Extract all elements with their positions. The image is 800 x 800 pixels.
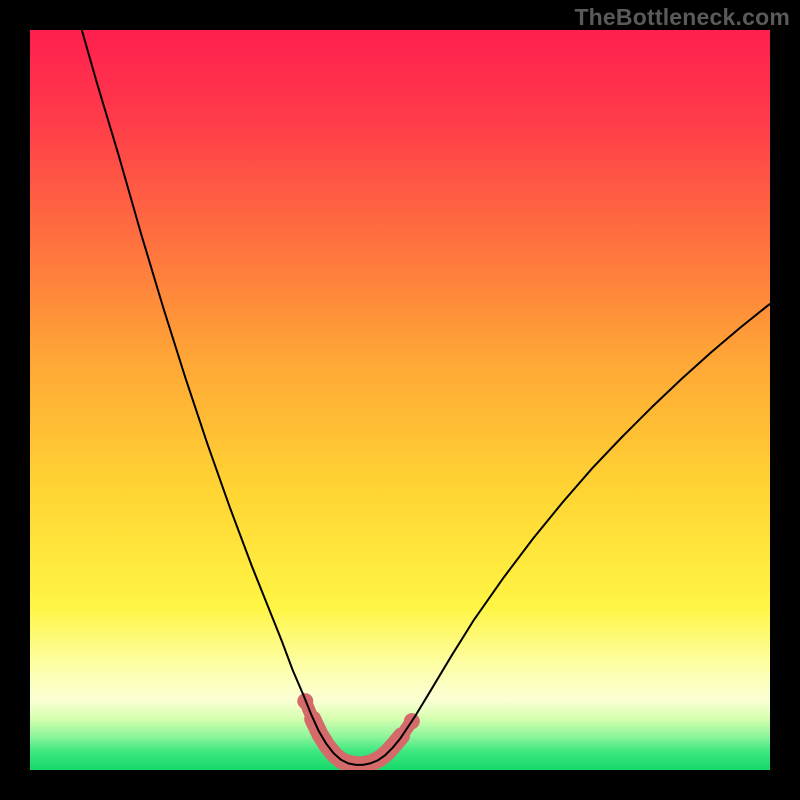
watermark-text: TheBottleneck.com xyxy=(574,4,790,31)
bottleneck-curve xyxy=(82,30,770,765)
plot-area xyxy=(30,30,770,770)
chart-svg xyxy=(30,30,770,770)
